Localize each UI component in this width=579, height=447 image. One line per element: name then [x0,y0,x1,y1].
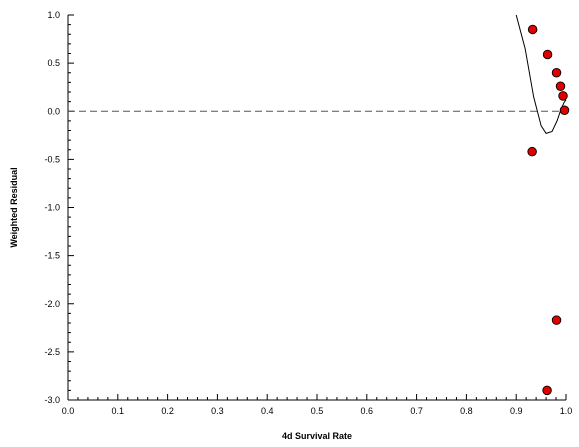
x-tick-label: 1.0 [560,406,573,416]
y-tick-label: -1.5 [44,251,60,261]
y-tick-label: -2.0 [44,299,60,309]
x-tick-label: 0.7 [410,406,423,416]
x-tick-label: 0.3 [211,406,224,416]
y-tick-label: 0.0 [47,106,60,116]
y-tick-label: -2.5 [44,347,60,357]
axes [67,15,566,401]
y-tick-label: -0.5 [44,154,60,164]
y-tick-label: -1.0 [44,203,60,213]
x-tick-label: 0.9 [510,406,523,416]
x-axis-title: 4d Survival Rate [282,431,352,441]
data-point [527,146,537,157]
x-tick-label: 0.6 [361,406,374,416]
tick-marks [67,14,567,401]
x-tick-label: 0.0 [62,406,75,416]
tick-labels: 0.0 0.1 0.2 0.3 0.4 0.5 0.6 0.7 0.8 0.9 1.0 1.0 0.5 0… [44,10,572,416]
y-axis-title: Weighted Residual [9,167,19,247]
data-point [555,81,566,91]
y-tick-label: 1.0 [47,10,60,20]
data-point [542,49,553,60]
fit-curve [515,14,567,134]
data-point [551,67,562,78]
x-tick-label: 0.5 [311,406,324,416]
series-layer [68,14,570,396]
x-tick-label: 0.4 [261,406,274,416]
data-point [559,105,570,116]
x-tick-label: 0.8 [460,406,473,416]
data-point [558,91,568,101]
x-tick-label: 0.2 [161,406,174,416]
data-point [542,385,552,396]
x-tick-label: 0.1 [112,406,125,416]
data-point [527,24,538,35]
y-tick-label: 0.5 [47,58,60,68]
data-point [551,315,562,325]
y-tick-label: -3.0 [44,395,60,405]
